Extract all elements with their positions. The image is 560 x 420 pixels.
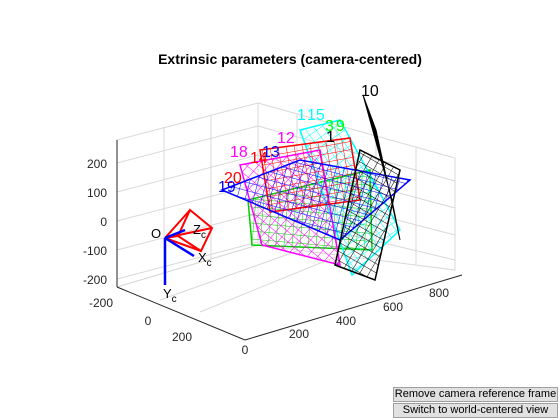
y-axis-ticks: 200 100 0 -100 -200 [83,157,107,287]
calibration-planes [219,94,412,282]
plane-label: 1 [326,129,335,146]
plane-label: 1 [297,107,306,124]
plane-black-edge [362,94,401,241]
plane-label: 3 [325,118,334,135]
figure-title: Extrinsic parameters (camera-centered) [158,51,422,67]
camera-frame: O Xc Yc Zc [151,208,214,305]
x-tick: 0 [145,314,152,328]
z-tick: 400 [336,314,356,328]
plane-label: 9 [336,118,345,135]
plane-label: 10 [361,83,379,100]
plane-label: 13 [262,144,280,161]
z-axis-ticks: 0 200 400 600 800 [242,286,450,357]
camera-origin-label: O [151,226,161,241]
z-tick: 600 [383,300,403,314]
camera-x-label: Xc [198,250,212,269]
switch-world-view-button[interactable]: Switch to world-centered view [393,403,558,418]
x-axis-ticks: -200 0 200 [89,296,192,344]
axis-lines [116,140,463,341]
camera-z-label: Zc [193,222,206,241]
x-tick: -200 [89,296,113,310]
camera-axes [163,228,195,285]
plane-label: 15 [307,107,325,124]
z-tick: 800 [429,286,449,300]
camera-y-label: Yc [163,286,177,305]
y-tick: -100 [83,244,107,258]
plane-black [334,148,401,282]
y-tick: 200 [87,157,107,171]
z-tick: 200 [289,327,309,341]
camera-frustum [164,208,214,253]
plane-labels: 1 15 3 9 10 12 13 14 18 20 19 1 [218,83,379,196]
remove-camera-frame-button[interactable]: Remove camera reference frame [393,387,558,402]
plane-label: 12 [277,130,295,147]
z-tick: 0 [242,343,249,357]
plane-label: 18 [230,144,248,161]
plane-label: 14 [250,150,268,167]
plane-label: 20 [224,170,242,187]
y-tick: 100 [87,186,107,200]
plane-label: 19 [218,179,236,196]
y-tick: 0 [100,215,107,229]
y-tick: -200 [83,273,107,287]
x-tick: 200 [172,330,192,344]
